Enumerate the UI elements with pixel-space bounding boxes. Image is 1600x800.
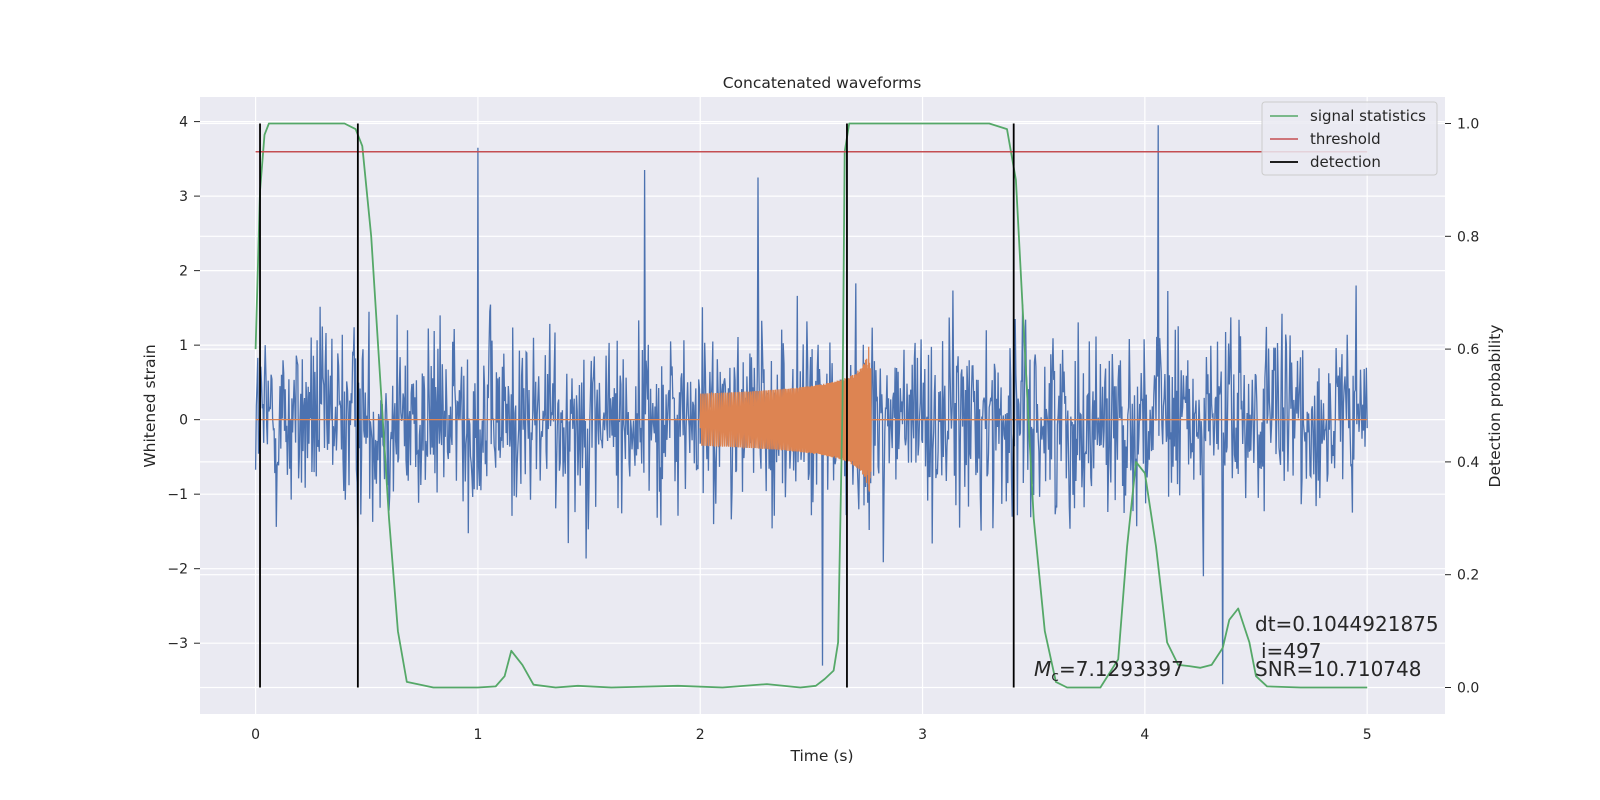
y2-tick-label: 0.6 bbox=[1457, 342, 1479, 358]
y-tick-label: −1 bbox=[167, 487, 188, 503]
legend-box bbox=[1261, 101, 1438, 176]
legend: signal statistics threshold detection bbox=[1261, 101, 1438, 176]
y-tick-label: 3 bbox=[179, 189, 188, 205]
y2-tick-label: 0.8 bbox=[1457, 229, 1479, 245]
detection-series bbox=[259, 123, 1015, 688]
y-axis-label: Whitened strain bbox=[141, 344, 159, 467]
y-tick-label: 4 bbox=[179, 115, 188, 131]
signal-statistics-series bbox=[254, 122, 1368, 689]
chirp-mass-annotation: Mc=7.1293397 bbox=[1034, 657, 1184, 685]
injection-series bbox=[255, 346, 1368, 492]
y-tick-label: −2 bbox=[167, 562, 188, 578]
y-tick-label: 1 bbox=[179, 338, 188, 354]
noise-line bbox=[254, 125, 1368, 685]
y2-tick-label: 1.0 bbox=[1457, 117, 1479, 133]
chirp-mass-value: =7.1293397 bbox=[1059, 657, 1184, 681]
legend-label-detection: detection bbox=[1310, 153, 1381, 171]
legend-label-threshold: threshold bbox=[1310, 130, 1381, 148]
chirp-mass-symbol: M bbox=[1034, 657, 1051, 681]
y2-tick-label: 0.0 bbox=[1457, 680, 1479, 696]
snr-annotation: SNR=10.710748 bbox=[1255, 657, 1421, 681]
noise-series bbox=[254, 125, 1368, 685]
dt-annotation: dt=0.1044921875 bbox=[1255, 612, 1439, 636]
x-axis-ticks: 0 1 2 3 4 5 bbox=[251, 727, 1372, 743]
chirp-mass-subscript: c bbox=[1051, 669, 1059, 685]
y-axis-ticks: −3 −2 −1 0 1 2 3 4 bbox=[167, 115, 200, 652]
y2-axis-ticks: 0.0 0.2 0.4 0.6 0.8 1.0 bbox=[1445, 117, 1479, 696]
x-axis-label: Time (s) bbox=[789, 747, 853, 765]
y2-tick-label: 0.4 bbox=[1457, 455, 1479, 471]
annotations: dt=0.1044921875 i=497 SNR=10.710748 Mc=7… bbox=[1034, 612, 1439, 685]
index-annotation: i=497 bbox=[1261, 639, 1322, 663]
y2-axis-label: Detection probability bbox=[1486, 325, 1504, 488]
legend-label-signal-statistics: signal statistics bbox=[1310, 107, 1426, 125]
x-tick-label: 0 bbox=[251, 727, 260, 743]
y2-tick-label: 0.2 bbox=[1457, 568, 1479, 584]
signal-statistics-line bbox=[254, 122, 1368, 689]
chart-title: Concatenated waveforms bbox=[723, 74, 922, 92]
y-tick-label: 0 bbox=[179, 413, 188, 429]
y-tick-label: −3 bbox=[167, 636, 188, 652]
x-tick-label: 4 bbox=[1140, 727, 1149, 743]
y-tick-label: 2 bbox=[179, 264, 188, 280]
x-tick-label: 3 bbox=[918, 727, 927, 743]
x-tick-label: 2 bbox=[696, 727, 705, 743]
x-tick-label: 1 bbox=[473, 727, 482, 743]
injection-line bbox=[255, 346, 1368, 492]
x-tick-label: 5 bbox=[1363, 727, 1372, 743]
